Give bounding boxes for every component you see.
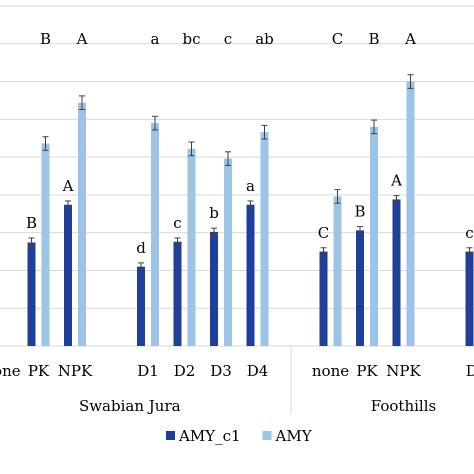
significance-letter: a xyxy=(151,30,160,48)
significance-letter: C xyxy=(332,30,343,48)
category-tick-label: NPK xyxy=(386,362,421,380)
significance-letter: c xyxy=(224,30,232,48)
bar-AMY xyxy=(406,81,415,347)
category-tick-label: PK xyxy=(356,362,378,380)
bar-AMY_c1 xyxy=(392,199,401,346)
category-tick-label: D4 xyxy=(247,362,269,380)
gridlines xyxy=(0,5,474,347)
category-tick-label: none xyxy=(312,362,349,380)
significance-letter: C xyxy=(318,224,329,242)
bar-AMY xyxy=(370,126,378,346)
bar-AMY_c1 xyxy=(356,230,364,346)
bar-AMY xyxy=(78,102,86,346)
significance-letters: BAdcbaCBAcBAabccabCBAb xyxy=(26,30,474,257)
significance-letter: A xyxy=(390,172,402,190)
bar-AMY xyxy=(224,158,232,346)
category-tick-label: none xyxy=(0,362,21,380)
bar-AMY xyxy=(333,196,342,346)
significance-letter: A xyxy=(76,30,88,48)
bars xyxy=(27,74,474,347)
bar-AMY_c1 xyxy=(173,241,182,346)
significance-letter: ab xyxy=(255,30,274,48)
group-label: Swabian Jura xyxy=(79,397,181,415)
category-tick-label: D2 xyxy=(174,362,196,380)
significance-letter: A xyxy=(404,30,416,48)
group-label: Foothills xyxy=(371,397,436,415)
significance-letter: B xyxy=(354,203,365,221)
category-tick-label: D1 xyxy=(466,362,474,380)
bar-AMY xyxy=(41,143,50,346)
legend-swatch-AMY_c1 xyxy=(166,431,175,440)
bar-AMY xyxy=(260,132,269,346)
significance-letter: bc xyxy=(182,30,200,48)
legend-swatch-AMY xyxy=(262,431,272,440)
bar-AMY_c1 xyxy=(210,231,218,346)
significance-letter: c xyxy=(465,224,473,242)
bar-AMY_c1 xyxy=(319,251,328,346)
bar-AMY_c1 xyxy=(27,242,36,346)
significance-letter: b xyxy=(209,204,219,222)
category-tick-labels: none PK NPK D1 D2 D3 D4 none PK NPK D1 xyxy=(0,362,474,380)
significance-letter: B xyxy=(40,30,51,48)
category-tick-label: NPK xyxy=(58,362,93,380)
significance-letter: A xyxy=(62,177,74,195)
significance-letter: d xyxy=(136,239,146,257)
significance-letter: a xyxy=(246,177,255,195)
category-tick-label: D1 xyxy=(137,362,159,380)
bar-AMY_c1 xyxy=(246,204,255,346)
legend: AMY_c1 AMY xyxy=(166,427,313,445)
group-labels: Swabian Jura Foothills xyxy=(79,346,436,415)
bar-AMY xyxy=(187,148,196,346)
bar-AMY_c1 xyxy=(64,204,72,346)
legend-label: AMY_c1 xyxy=(178,427,241,445)
legend-label: AMY xyxy=(275,427,313,445)
category-tick-label: D3 xyxy=(210,362,232,380)
category-tick-label: PK xyxy=(28,362,50,380)
bar-AMY_c1 xyxy=(465,251,474,346)
significance-letter: c xyxy=(173,214,181,232)
significance-letter: B xyxy=(26,214,37,232)
bar-AMY xyxy=(151,123,159,346)
significance-letter: B xyxy=(368,30,379,48)
bar-AMY_c1 xyxy=(137,266,145,346)
